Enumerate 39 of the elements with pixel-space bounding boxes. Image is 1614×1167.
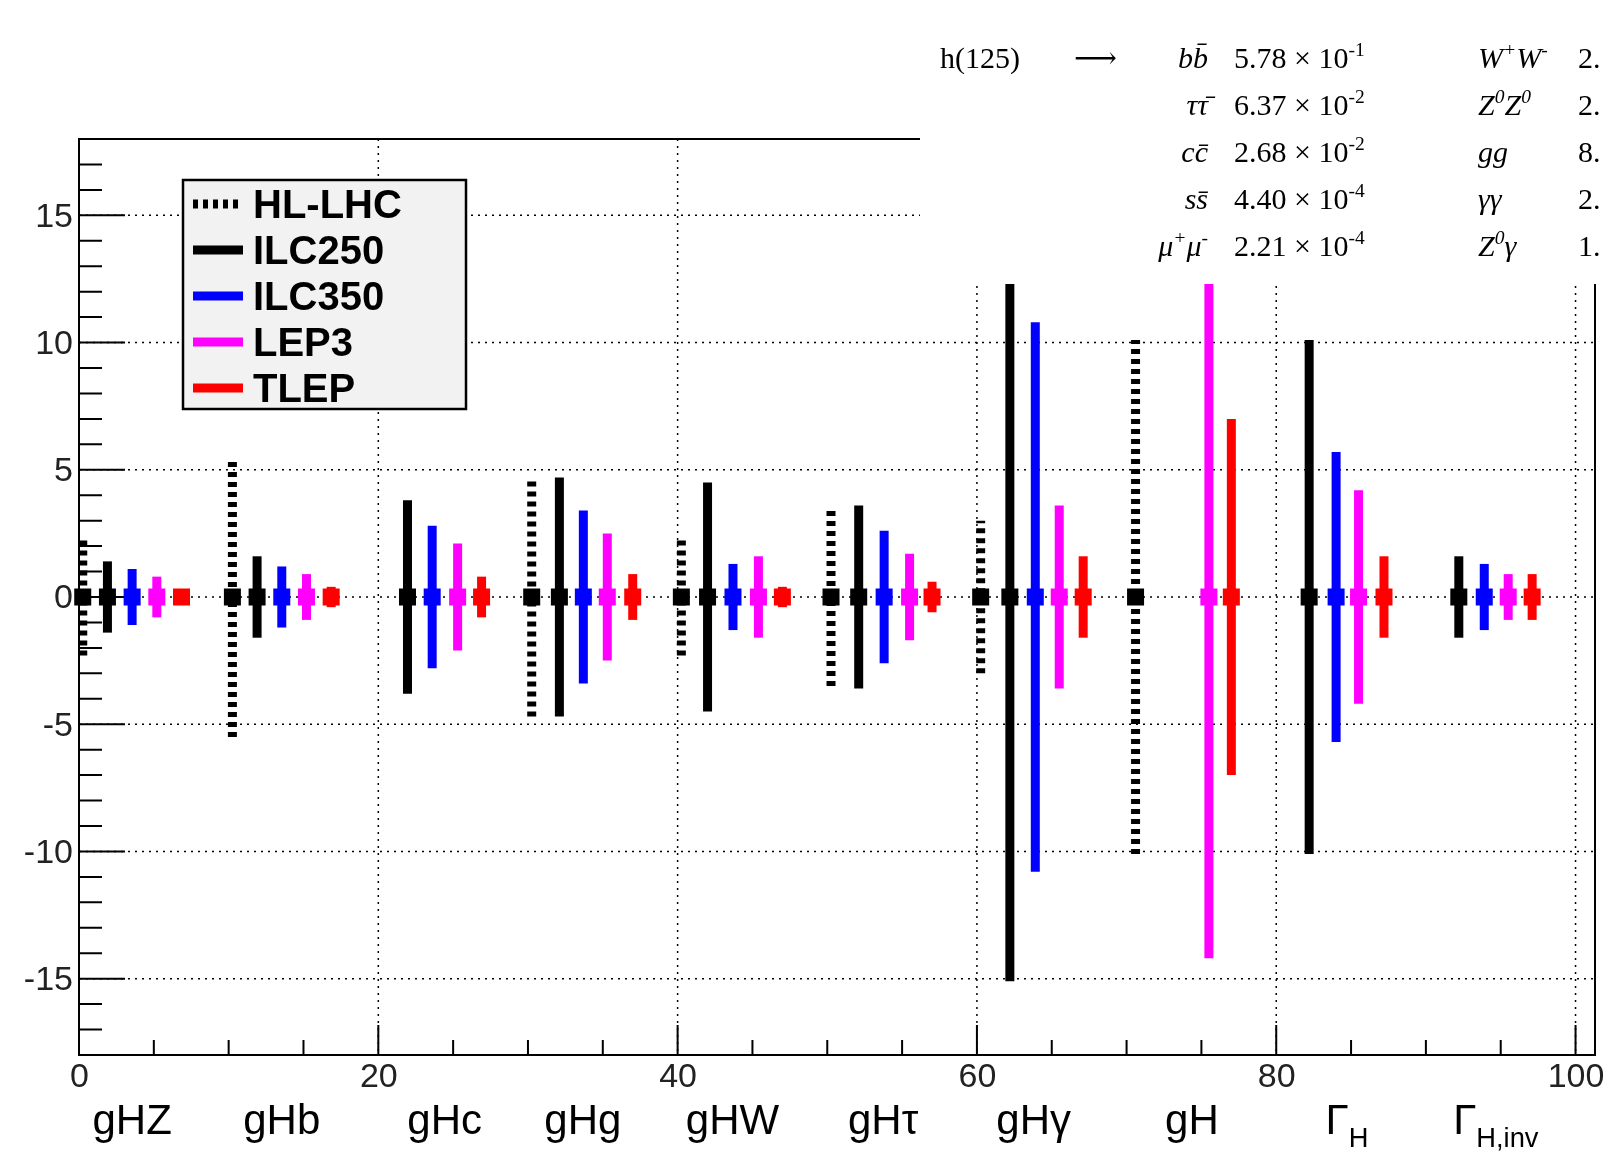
x-tick-label: 20 (359, 1056, 398, 1095)
text: ⟶ (1074, 41, 1118, 74)
y-tick-label: 0 (54, 577, 73, 616)
legend-label: ILC350 (253, 274, 385, 319)
text: gHg (544, 1096, 622, 1143)
text: γγ 2. (1478, 182, 1601, 215)
legend-label: TLEP (253, 366, 356, 411)
y-tick-label: 15 (35, 195, 73, 234)
annotation: ss̄ 4.40 × 10$^{-4}$ (1184, 180, 1365, 215)
text: Z$^{0}$Z$^{0}$ 2. (1478, 86, 1601, 121)
text: ττ̄ 6.37 × 10$^{-2}$ (1186, 86, 1365, 121)
text: gHb (243, 1096, 321, 1143)
text: h(125) (940, 41, 1020, 75)
text: gHc (407, 1096, 483, 1143)
text: Z$^{0}$γ 1. (1478, 227, 1601, 262)
text: Γ$_{H,inv}$ (1453, 1096, 1539, 1153)
text: gHτ (847, 1096, 919, 1143)
text: gg 8. (1478, 135, 1601, 168)
y-tick-label: -5 (42, 704, 73, 743)
x-tick-label: 80 (1257, 1056, 1296, 1095)
x-tick-label: 60 (958, 1056, 997, 1095)
text: bb̄ 5.78 × 10$^{-1}$ (1178, 39, 1365, 74)
x-tick-label: 40 (659, 1056, 698, 1095)
y-tick-label: -15 (23, 959, 73, 998)
text: μ$^{+}$μ$^{-}$ 2.21 × 10$^{-4}$ (1158, 227, 1365, 262)
text: Γ$_{H}$ (1325, 1096, 1369, 1153)
legend-label: LEP3 (253, 320, 354, 365)
legend-label: ILC250 (253, 228, 385, 273)
text: W$^{+}$W$^{-}$ 2. (1478, 39, 1601, 74)
x-tick-label: 100 (1547, 1056, 1605, 1095)
text: gHW (685, 1096, 780, 1143)
text: gHZ (92, 1096, 172, 1143)
y-tick-label: 10 (35, 322, 73, 361)
annotation: cc̄ 2.68 × 10$^{-2}$ (1181, 133, 1365, 168)
text: gH (1165, 1096, 1219, 1143)
legend-label: HL-LHC (253, 182, 402, 227)
y-tick-label: 5 (54, 450, 73, 489)
y-tick-label: -10 (23, 831, 73, 870)
text: gHγ (996, 1096, 1071, 1143)
